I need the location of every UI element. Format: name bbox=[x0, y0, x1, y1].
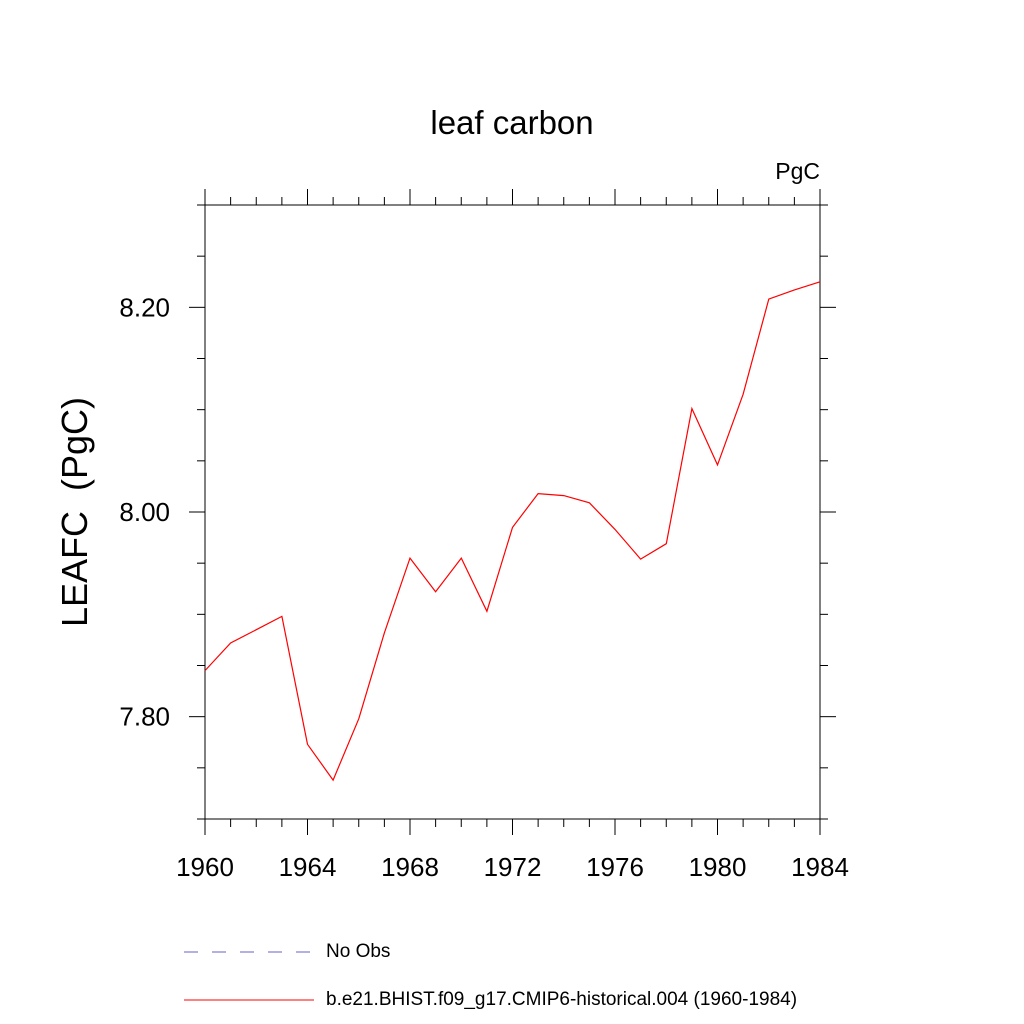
x-tick-label: 1984 bbox=[791, 852, 849, 882]
x-tick-label: 1968 bbox=[381, 852, 439, 882]
x-tick-label: 1980 bbox=[689, 852, 747, 882]
legend-item-no-obs: No Obs bbox=[180, 932, 390, 972]
x-tick-label: 1972 bbox=[484, 852, 542, 882]
y-tick-label: 8.20 bbox=[119, 292, 170, 322]
chart-title: leaf carbon bbox=[430, 104, 594, 141]
legend-label: No Obs bbox=[326, 941, 391, 962]
y-tick-label: 8.00 bbox=[119, 497, 170, 527]
units-label: PgC bbox=[775, 158, 820, 184]
x-tick-label: 1960 bbox=[176, 852, 234, 882]
legend-label: b.e21.BHIST.f09_g17.CMIP6-historical.004… bbox=[326, 989, 798, 1010]
series-line-historical bbox=[204, 281, 821, 782]
legend-item-historical: b.e21.BHIST.f09_g17.CMIP6-historical.004… bbox=[180, 980, 797, 1020]
plot-frame bbox=[204, 204, 821, 820]
legend-swatch-solid bbox=[184, 999, 314, 1001]
x-tick-label: 1964 bbox=[279, 852, 337, 882]
y-tick-label: 7.80 bbox=[119, 702, 170, 732]
x-tick-label: 1976 bbox=[586, 852, 644, 882]
legend-swatch-dashed bbox=[184, 951, 314, 953]
y-axis-title: LEAFC (PgC) bbox=[54, 396, 95, 628]
